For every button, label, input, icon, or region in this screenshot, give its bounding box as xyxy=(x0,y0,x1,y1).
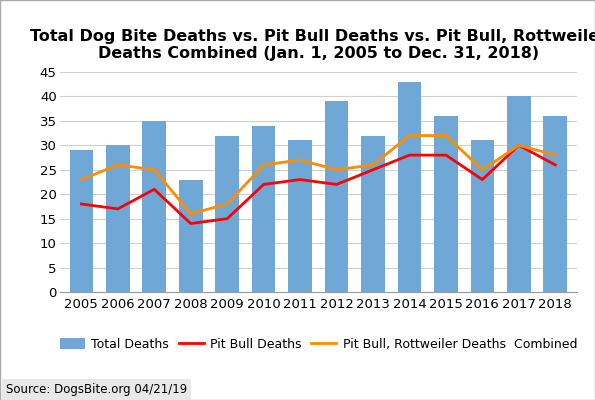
Pit Bull, Rottweiler Deaths  Combined xyxy=(442,133,449,138)
Pit Bull, Rottweiler Deaths  Combined xyxy=(515,143,522,148)
Pit Bull Deaths xyxy=(114,206,121,211)
Bar xyxy=(70,150,93,292)
Bar xyxy=(325,101,349,292)
Pit Bull, Rottweiler Deaths  Combined xyxy=(224,202,231,206)
Line: Pit Bull Deaths: Pit Bull Deaths xyxy=(82,145,555,224)
Pit Bull, Rottweiler Deaths  Combined xyxy=(479,167,486,172)
Pit Bull Deaths xyxy=(479,177,486,182)
Pit Bull Deaths xyxy=(187,221,195,226)
Bar xyxy=(288,140,312,292)
Bar xyxy=(397,82,421,292)
Pit Bull Deaths xyxy=(224,216,231,221)
Pit Bull Deaths xyxy=(442,153,449,158)
Pit Bull, Rottweiler Deaths  Combined xyxy=(406,133,413,138)
Pit Bull, Rottweiler Deaths  Combined xyxy=(187,211,195,216)
Pit Bull Deaths xyxy=(151,187,158,192)
Bar xyxy=(543,116,567,292)
Pit Bull Deaths xyxy=(369,167,377,172)
Pit Bull, Rottweiler Deaths  Combined xyxy=(151,167,158,172)
Bar xyxy=(471,140,494,292)
Pit Bull Deaths xyxy=(406,153,413,158)
Pit Bull, Rottweiler Deaths  Combined xyxy=(114,162,121,167)
Title: Total Dog Bite Deaths vs. Pit Bull Deaths vs. Pit Bull, Rottweiler
Deaths Combin: Total Dog Bite Deaths vs. Pit Bull Death… xyxy=(30,29,595,61)
Bar xyxy=(142,121,166,292)
Pit Bull, Rottweiler Deaths  Combined xyxy=(369,162,377,167)
Pit Bull Deaths xyxy=(260,182,267,187)
Pit Bull, Rottweiler Deaths  Combined xyxy=(260,162,267,167)
Pit Bull Deaths xyxy=(515,143,522,148)
Bar xyxy=(434,116,458,292)
Bar xyxy=(361,136,385,292)
Bar xyxy=(215,136,239,292)
Bar xyxy=(179,180,202,292)
Text: Source: DogsBite.org 04/21/19: Source: DogsBite.org 04/21/19 xyxy=(6,383,187,396)
Bar xyxy=(507,96,531,292)
Pit Bull, Rottweiler Deaths  Combined xyxy=(78,177,85,182)
Pit Bull Deaths xyxy=(333,182,340,187)
Bar xyxy=(252,126,275,292)
Pit Bull, Rottweiler Deaths  Combined xyxy=(333,167,340,172)
Line: Pit Bull, Rottweiler Deaths  Combined: Pit Bull, Rottweiler Deaths Combined xyxy=(82,136,555,214)
Pit Bull Deaths xyxy=(296,177,303,182)
Pit Bull Deaths xyxy=(552,162,559,167)
Pit Bull Deaths xyxy=(78,202,85,206)
Bar xyxy=(106,145,130,292)
Pit Bull, Rottweiler Deaths  Combined xyxy=(296,158,303,162)
Legend: Total Deaths, Pit Bull Deaths, Pit Bull, Rottweiler Deaths  Combined: Total Deaths, Pit Bull Deaths, Pit Bull,… xyxy=(60,338,577,351)
Pit Bull, Rottweiler Deaths  Combined xyxy=(552,153,559,158)
